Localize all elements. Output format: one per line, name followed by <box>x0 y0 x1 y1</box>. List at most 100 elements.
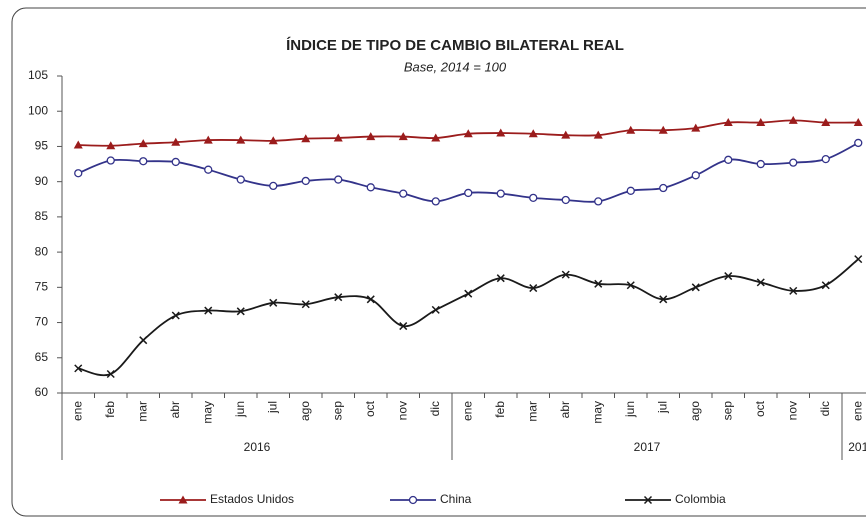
data-point <box>431 305 440 314</box>
data-point <box>691 171 700 180</box>
data-point <box>593 130 603 139</box>
data-point <box>561 195 570 205</box>
data-point <box>106 369 115 379</box>
data-point <box>464 188 473 198</box>
data-point <box>204 165 213 174</box>
data-point <box>334 293 343 302</box>
data-point <box>594 279 603 288</box>
data-point <box>691 123 701 132</box>
x-tick-label: sep <box>330 401 344 421</box>
x-tick-label: oct <box>363 400 377 417</box>
y-tick-label: 65 <box>35 350 49 364</box>
chart-frame <box>11 7 866 517</box>
data-point <box>561 270 570 279</box>
group-label: 2017 <box>634 440 661 454</box>
x-tick-label: dic <box>428 401 442 416</box>
group-label: 2016 <box>244 440 271 454</box>
legend-label: Estados Unidos <box>210 492 294 506</box>
data-point <box>528 129 538 138</box>
data-point <box>821 117 831 126</box>
legend-marker <box>643 495 653 505</box>
data-point <box>788 115 798 124</box>
x-tick-label: ene <box>850 401 864 421</box>
data-point <box>463 129 473 138</box>
data-point <box>496 128 506 137</box>
data-point <box>171 137 181 146</box>
data-point <box>398 132 408 141</box>
data-point <box>204 306 213 315</box>
data-point <box>366 132 376 141</box>
x-tick-label: dic <box>818 401 832 416</box>
data-point <box>139 336 148 345</box>
data-point <box>334 175 343 184</box>
data-point <box>658 125 668 134</box>
data-point <box>789 286 798 295</box>
data-point <box>366 183 375 192</box>
data-point <box>106 141 116 150</box>
x-tick-label: jul <box>265 401 279 414</box>
y-tick-label: 85 <box>35 209 49 223</box>
data-point <box>691 283 700 292</box>
data-point <box>269 298 278 307</box>
data-point <box>106 156 115 165</box>
data-point <box>301 300 310 309</box>
data-point <box>561 130 571 139</box>
x-tick-label: jul <box>655 401 669 414</box>
data-point <box>724 272 733 281</box>
data-point <box>139 157 148 166</box>
legend-marker <box>178 495 188 504</box>
data-point <box>138 139 148 148</box>
data-point <box>268 136 278 145</box>
data-point <box>171 311 180 320</box>
data-point <box>73 140 83 149</box>
data-point <box>626 186 635 195</box>
data-point <box>171 157 180 167</box>
data-point <box>594 197 603 206</box>
data-point <box>626 281 635 290</box>
data-point <box>756 159 765 169</box>
data-point <box>203 135 213 144</box>
x-tick-label: sep <box>720 401 734 421</box>
data-point <box>854 138 863 148</box>
data-point <box>496 274 505 283</box>
data-point <box>821 281 830 290</box>
legend-marker <box>408 495 418 505</box>
y-tick-label: 95 <box>35 139 49 153</box>
data-point <box>853 117 863 126</box>
data-point <box>756 117 766 126</box>
data-point <box>236 307 245 316</box>
data-point <box>659 295 668 304</box>
data-point <box>821 154 830 164</box>
data-point <box>789 158 798 167</box>
x-tick-label: oct <box>753 400 767 417</box>
y-tick-label: 105 <box>28 68 48 82</box>
x-tick-label: jun <box>623 401 637 418</box>
y-tick-label: 75 <box>35 280 49 294</box>
x-tick-label: feb <box>493 401 507 418</box>
y-tick-label: 100 <box>28 103 48 117</box>
x-tick-label: abr <box>168 401 182 418</box>
data-point <box>431 133 441 142</box>
y-tick-label: 90 <box>35 174 49 188</box>
data-point <box>626 125 636 134</box>
data-point <box>399 189 408 198</box>
x-tick-label: ene <box>460 401 474 421</box>
data-point <box>724 155 733 164</box>
data-point <box>659 183 668 193</box>
data-point <box>431 197 440 206</box>
y-tick-label: 60 <box>35 385 49 399</box>
data-point <box>366 295 375 304</box>
legend-label: China <box>440 492 472 506</box>
x-tick-label: may <box>590 401 604 424</box>
data-point <box>529 284 538 293</box>
x-tick-label: feb <box>103 401 117 418</box>
x-tick-label: mar <box>525 401 539 422</box>
x-tick-label: jun <box>233 401 247 418</box>
data-point <box>301 176 310 186</box>
data-point <box>74 169 83 178</box>
data-point <box>236 135 246 144</box>
group-label: 201 <box>848 440 866 454</box>
legend-label: Colombia <box>675 492 726 506</box>
x-tick-label: mar <box>135 401 149 422</box>
